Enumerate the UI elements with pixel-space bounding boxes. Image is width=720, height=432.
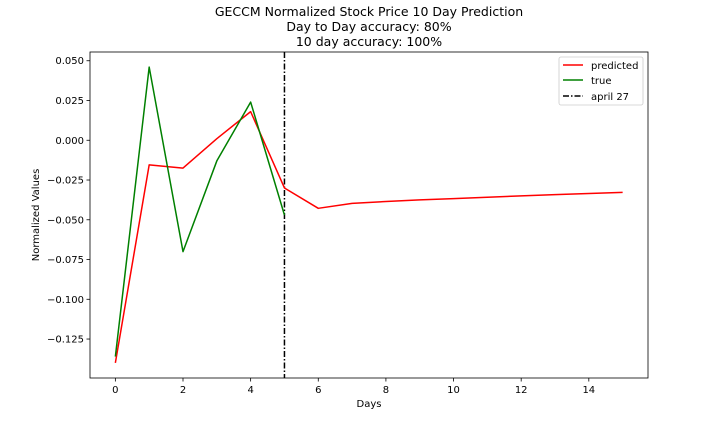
x-tick-label: 0	[112, 385, 118, 396]
x-tick-label: 10	[447, 385, 460, 396]
y-tick-label: 0.025	[55, 96, 84, 107]
chart-title-line-3: 10 day accuracy: 100%	[296, 34, 442, 49]
series-layer	[114, 66, 623, 364]
series-line-predicted	[114, 110, 623, 364]
x-tick-label: 4	[247, 385, 253, 396]
y-tick-label: −0.100	[47, 295, 84, 306]
legend-box	[558, 56, 644, 106]
y-tick-label: −0.050	[47, 215, 84, 226]
chart-title-line-2: Day to Day accuracy: 80%	[286, 19, 451, 34]
y-tick-label: 0.000	[55, 136, 84, 147]
x-axis-label: Days	[357, 399, 382, 410]
y-tick-label: −0.125	[47, 335, 84, 346]
chart-title-line-1: GECCM Normalized Stock Price 10 Day Pred…	[215, 4, 523, 19]
x-tick-label: 6	[315, 385, 321, 396]
x-tick-label: 8	[383, 385, 389, 396]
series-line-true	[114, 66, 286, 357]
legend: predicted true april 27	[558, 56, 644, 106]
x-tick-label: 12	[515, 385, 528, 396]
legend-label-predicted: predicted	[591, 61, 638, 72]
legend-label-true: true	[591, 76, 612, 87]
x-tick-label: 2	[180, 385, 186, 396]
ticks-layer: 0 2 4 6 8 10 12 14 0.050 0.025 0.000 −0.025 −0.050 −0…	[47, 56, 595, 396]
plot-frame	[89, 51, 649, 379]
legend-label-april-27: april 27	[591, 92, 629, 103]
x-tick-label: 14	[582, 385, 595, 396]
y-tick-label: 0.050	[55, 56, 84, 67]
y-tick-label: −0.025	[47, 176, 84, 187]
y-axis-label: Normalized Values	[31, 169, 42, 262]
y-tick-label: −0.075	[47, 255, 84, 266]
